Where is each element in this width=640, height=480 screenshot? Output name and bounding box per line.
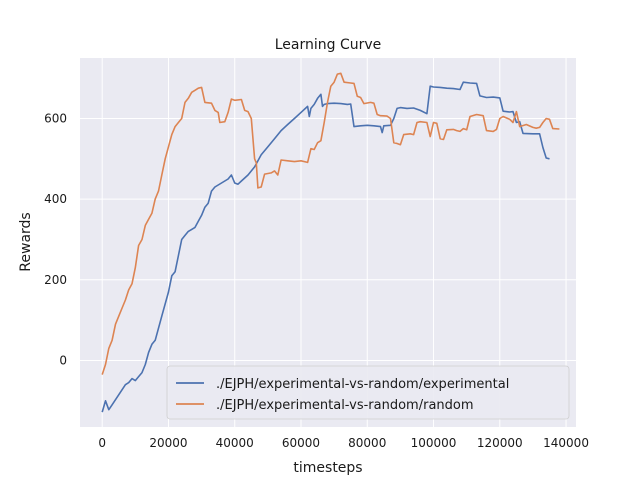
plot-background <box>80 58 576 427</box>
legend-entry-random: ./EJPH/experimental-vs-random/random <box>216 398 474 413</box>
y-tick-label: 400 <box>44 192 67 206</box>
x-tick-label: 80000 <box>348 436 386 450</box>
x-tick-labels: 0 20000 40000 60000 80000 100000 120000 140000 <box>98 436 589 450</box>
chart-title: Learning Curve <box>275 37 382 53</box>
y-tick-label: 0 <box>59 353 67 367</box>
series-lines <box>101 72 560 413</box>
x-tick-label: 40000 <box>216 436 254 450</box>
legend-box <box>166 365 570 420</box>
series-line-random <box>101 72 560 375</box>
y-tick-labels: 0 200 400 600 <box>44 111 67 367</box>
y-tick-label: 200 <box>44 273 67 287</box>
x-tick-label: 140000 <box>543 436 589 450</box>
x-tick-label: 0 <box>98 436 106 450</box>
gridlines <box>80 58 576 427</box>
x-tick-label: 100000 <box>411 436 457 450</box>
y-axis-label: Rewards <box>18 212 34 271</box>
series-line-experimental <box>101 81 550 413</box>
x-tick-label: 20000 <box>149 436 187 450</box>
legend: ./EJPH/experimental-vs-random/experiment… <box>166 365 570 420</box>
x-tick-label: 120000 <box>477 436 523 450</box>
y-tick-label: 600 <box>44 111 67 125</box>
legend-entry-experimental: ./EJPH/experimental-vs-random/experiment… <box>216 377 509 392</box>
x-tick-label: 60000 <box>282 436 320 450</box>
x-axis-label: timesteps <box>293 460 362 476</box>
